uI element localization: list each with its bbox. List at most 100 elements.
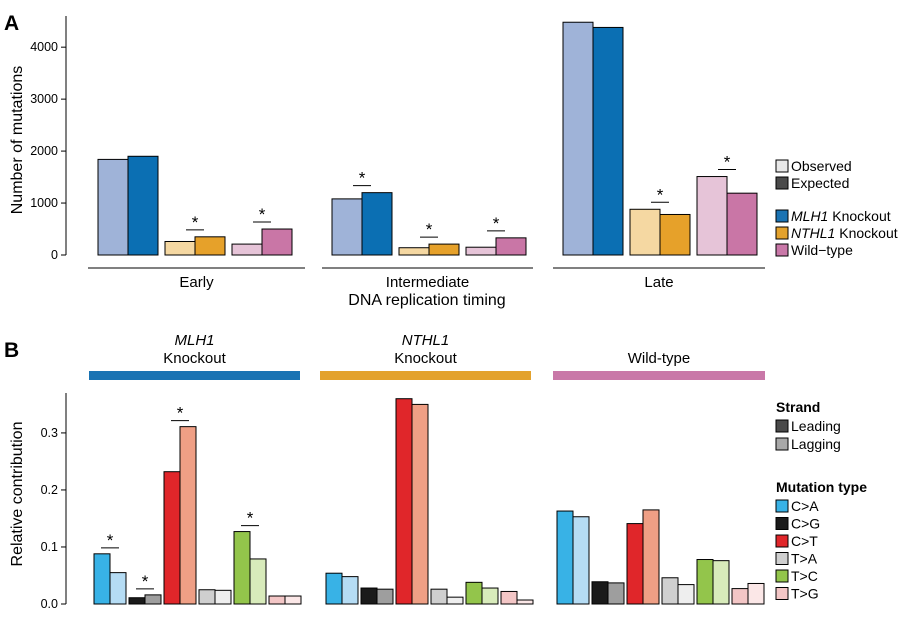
panel-b-bar-lagging	[446, 596, 464, 605]
legend-wt-label: Wild−type	[791, 242, 853, 258]
panel-a-y-axis-title: Number of mutations	[9, 66, 26, 215]
legend-mutation-type-label: C>T	[791, 533, 818, 549]
panel-b-bar-leading	[465, 581, 483, 605]
panel-b-bar-leading	[325, 572, 343, 605]
legend-nthl1-italic: NTHL1	[791, 225, 835, 241]
panel-b-facet-color-bar	[320, 371, 531, 380]
panel-a-y-tick-label: 2000	[30, 144, 58, 158]
legend-mutation-type-swatch	[775, 552, 789, 565]
panel-a-bar-observed	[164, 240, 196, 256]
panel-a-bar-expected	[428, 243, 460, 256]
panel-a-bar-expected	[261, 228, 293, 256]
panel-a-facet-axes: Early Intermediate Late	[88, 267, 765, 291]
panel-b-bar-lagging	[747, 582, 765, 605]
legend-mutation-type-swatch	[775, 499, 789, 513]
panel-b-significance-star: *	[247, 509, 254, 528]
panel-b-bar-leading	[731, 588, 749, 605]
panel-b-bar-lagging	[712, 560, 730, 605]
legend-expected-label: Expected	[791, 175, 849, 191]
panel-a-y-ticks: 0 1000 2000 3000 4000	[30, 40, 66, 262]
legend-mutation-type-label: C>A	[791, 498, 819, 514]
panel-a-significance-star: *	[426, 220, 433, 239]
panel-a-bar-observed	[696, 176, 728, 256]
panel-a-facet-label: Early	[179, 274, 214, 291]
panel-a-bar-expected	[127, 155, 159, 256]
panel-a-significance-star: *	[259, 205, 266, 224]
panel-b-bar-lagging	[109, 572, 127, 605]
legend-mutation-type-swatch	[775, 517, 789, 530]
panel-b-bar-lagging	[642, 509, 660, 605]
panel-b-y-tick-label: 0.2	[41, 483, 58, 497]
panel-b-significance-star: *	[142, 572, 149, 591]
panel-b-facet-gene: NTHL1	[402, 332, 450, 349]
panel-b-bar-leading	[233, 531, 251, 605]
panel-b-bar-leading	[395, 398, 413, 605]
panel-b-bar-leading	[268, 595, 286, 605]
panel-b-significance-star: *	[177, 404, 184, 423]
panel-a-bar-expected	[726, 192, 758, 256]
panel-a-y-tick-label: 1000	[30, 196, 58, 210]
panel-b-bar-lagging	[249, 558, 267, 605]
panel-b-bar-leading	[626, 523, 644, 605]
panel-b-y-tick-label: 0.1	[41, 540, 58, 554]
panel-b-bar-leading	[163, 471, 181, 605]
panel-a-significance-star: *	[192, 213, 199, 232]
panel-a-bar-expected	[495, 237, 527, 256]
legend-mlh1-swatch	[775, 209, 789, 223]
panel-a-letter: A	[4, 12, 19, 35]
panel-b-bar-leading	[696, 559, 714, 605]
legend-nthl1-rest: Knockout	[835, 225, 897, 241]
legend-strand-title: Strand	[776, 399, 820, 415]
panel-b-facet-subtitle: Wild-type	[628, 350, 691, 367]
legend-lagging-swatch	[775, 437, 789, 451]
panel-a-bars: * * * * * * *	[97, 21, 758, 256]
panel-b-chart: Relative contribution 0.00.10.20.3 MLH1K…	[9, 332, 765, 611]
panel-b-letter: B	[4, 339, 19, 362]
panel-b-bar-leading	[556, 510, 574, 605]
legend-mlh1-label: MLH1 Knockout	[791, 208, 891, 224]
panel-b-y-ticks: 0.0 0.1 0.2 0.3	[41, 426, 66, 611]
panel-a-facet-label: Intermediate	[386, 274, 469, 291]
panel-a-bar-observed	[398, 247, 430, 256]
panel-b-facet-subtitle: Knockout	[163, 350, 226, 367]
panel-b-bar-leading	[93, 553, 111, 605]
legend-mutation-type-swatch	[775, 534, 789, 548]
panel-b-bar-lagging	[341, 576, 359, 605]
panel-b-facet-gene: MLH1	[174, 332, 214, 349]
panel-a-bar-observed	[465, 246, 497, 256]
legend-mlh1-rest: Knockout	[828, 208, 890, 224]
panel-a-y-tick-label: 0	[51, 248, 58, 262]
legend-mutation-type-title: Mutation type	[776, 479, 867, 495]
panel-b-significance-star: *	[107, 531, 114, 550]
panel-a-y-tick-label: 4000	[30, 40, 58, 54]
panel-a-bar-expected	[361, 192, 393, 256]
panel-b-bar-leading	[500, 590, 518, 605]
panel-a-bar-observed	[629, 208, 661, 256]
panel-a-significance-star: *	[493, 214, 500, 233]
legend-observed-label: Observed	[791, 158, 852, 174]
panel-b-y-tick-label: 0.3	[41, 426, 58, 440]
legend-wt-swatch	[775, 243, 789, 257]
panel-a-significance-star: *	[359, 169, 366, 188]
legend-mutation-type-label: C>G	[791, 516, 820, 532]
legend-mutation-type-label: T>G	[791, 586, 819, 602]
panel-b-bar-leading	[591, 581, 609, 605]
legend-lagging-label: Lagging	[791, 436, 841, 452]
panel-a-bar-expected	[592, 26, 624, 256]
legend-observed-swatch	[775, 159, 789, 173]
legend-nthl1-swatch	[775, 226, 789, 240]
panel-b-bar-leading	[198, 589, 216, 605]
legend-mutation-types: C>A C>GC>T T>AT>C T>G	[775, 498, 820, 602]
panel-b-legend: Strand Leading Lagging Mutation type C>A…	[775, 399, 867, 602]
panel-b-facet-color-bar	[553, 371, 765, 380]
legend-mutation-type-label: T>C	[791, 568, 818, 584]
legend-mutation-type-swatch	[775, 569, 789, 583]
panel-b-y-tick-label: 0.0	[41, 597, 58, 611]
panel-a-bar-observed	[231, 243, 263, 256]
panel-b-facet-color-bar	[89, 371, 300, 380]
panel-b-bar-leading	[360, 587, 378, 605]
panel-a-bar-observed	[331, 198, 363, 256]
